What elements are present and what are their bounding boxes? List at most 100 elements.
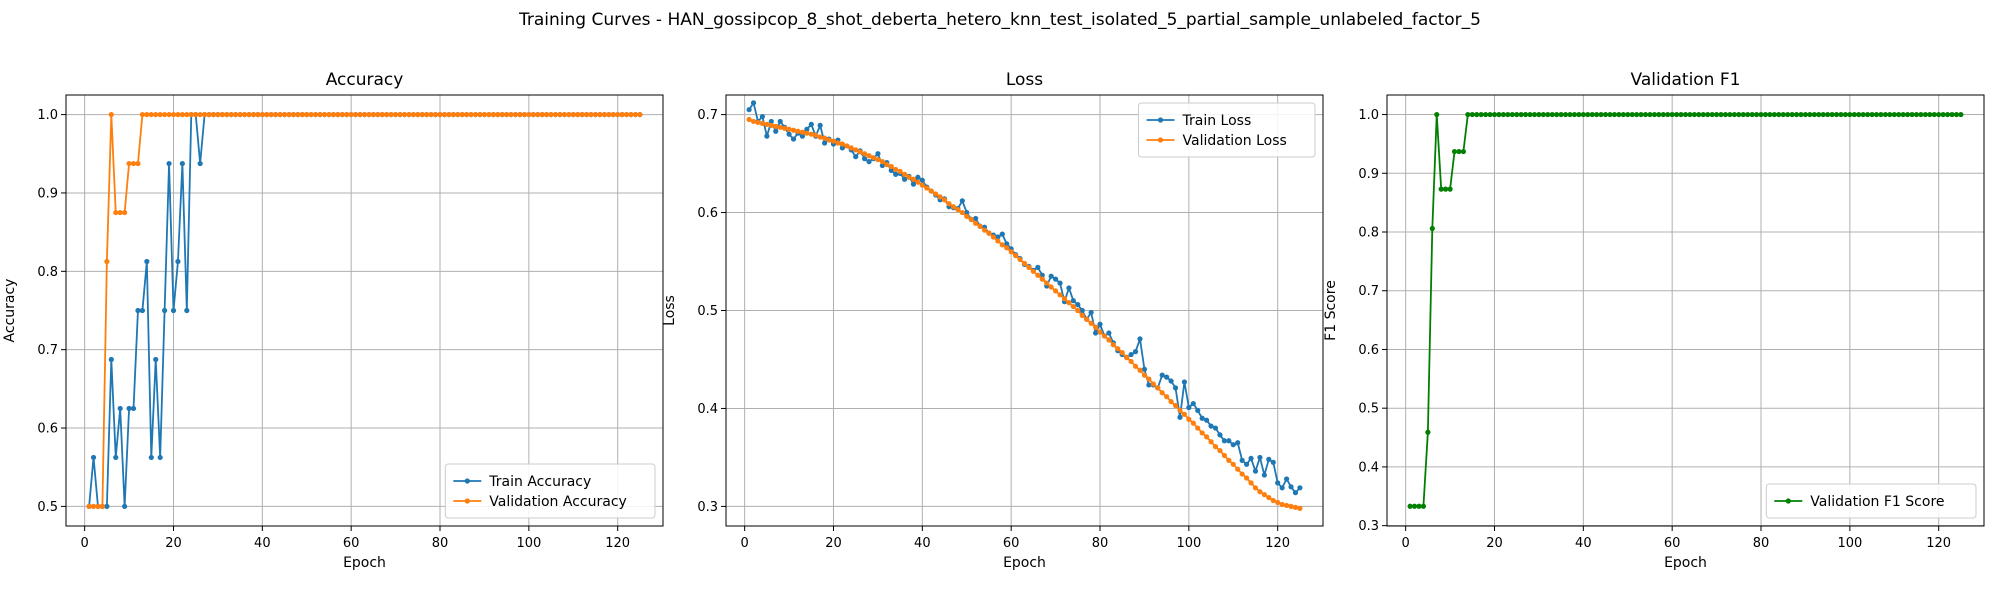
data-point — [790, 136, 797, 142]
data-point — [773, 123, 779, 129]
data-point — [290, 111, 297, 118]
data-point — [357, 111, 363, 118]
data-point — [215, 111, 221, 118]
data-point — [1891, 111, 1897, 118]
data-point — [628, 111, 634, 118]
data-point — [170, 111, 177, 118]
data-point — [1918, 111, 1924, 118]
data-point — [281, 111, 288, 118]
data-point — [822, 140, 828, 146]
data-point — [561, 111, 567, 118]
x-axis-label: Epoch — [343, 555, 386, 571]
data-point — [915, 174, 921, 180]
data-point — [1500, 111, 1506, 118]
data-point — [162, 307, 168, 314]
legend-swatch-marker — [1785, 498, 1791, 504]
data-point — [1212, 444, 1219, 450]
data-point — [1798, 111, 1804, 118]
data-point — [1004, 245, 1010, 251]
data-point — [406, 111, 412, 118]
data-point — [1008, 249, 1014, 255]
x-tick-label: 40 — [254, 536, 271, 551]
data-point — [130, 160, 137, 167]
data-point — [552, 111, 559, 118]
data-point — [822, 135, 828, 141]
data-point — [1753, 111, 1760, 118]
data-point — [799, 129, 806, 135]
data-point — [344, 111, 350, 118]
chart-title: Loss — [1006, 70, 1043, 90]
data-point — [108, 356, 114, 363]
data-point — [486, 111, 492, 118]
data-point — [153, 111, 159, 118]
data-point — [1226, 438, 1232, 444]
data-point — [746, 116, 752, 123]
data-point — [335, 111, 341, 118]
data-point — [255, 111, 261, 118]
data-point — [1865, 111, 1871, 118]
data-point — [1052, 288, 1059, 294]
data-point — [1208, 423, 1214, 429]
data-point — [1057, 280, 1063, 286]
data-point — [1900, 111, 1906, 118]
chart-panel-loss: 0 20 40 60 80 100 120 0.3 0.4 0.5 0.6 0.7 Loss Epoch L… — [662, 70, 1324, 571]
chart-title: Accuracy — [326, 70, 404, 90]
y-tick-label: 0.3 — [1358, 519, 1379, 534]
data-point — [750, 118, 757, 125]
data-point — [1066, 285, 1072, 291]
data-point — [1434, 111, 1440, 118]
data-point — [615, 111, 621, 118]
data-point — [184, 111, 190, 118]
data-point — [804, 126, 810, 132]
data-point — [861, 156, 868, 162]
data-point — [1762, 111, 1769, 118]
data-point — [1035, 264, 1041, 270]
data-point — [1571, 111, 1578, 118]
data-point — [959, 209, 965, 216]
data-point — [1070, 298, 1076, 304]
data-point — [759, 113, 766, 120]
data-point — [530, 111, 536, 118]
data-point — [1279, 501, 1285, 508]
data-point — [1713, 111, 1720, 118]
legend-swatch-marker — [1157, 117, 1164, 123]
data-point — [1190, 420, 1196, 426]
x-tick-label: 0 — [81, 536, 89, 551]
data-point — [910, 176, 917, 182]
data-point — [330, 111, 337, 118]
data-point — [144, 111, 150, 118]
data-point — [1469, 111, 1475, 118]
data-point — [844, 143, 850, 149]
data-point — [446, 111, 452, 118]
data-point — [1953, 111, 1960, 118]
data-point — [1518, 111, 1524, 118]
data-point — [1181, 379, 1188, 385]
data-point — [817, 122, 823, 128]
data-point — [1678, 111, 1684, 118]
data-point — [1035, 272, 1041, 278]
data-point — [981, 227, 988, 233]
data-point — [1235, 440, 1241, 446]
data-point — [755, 119, 761, 126]
x-tick-label: 60 — [343, 536, 360, 551]
data-point — [104, 503, 110, 510]
data-point — [517, 111, 523, 118]
data-point — [1856, 111, 1862, 118]
data-point — [1682, 111, 1689, 118]
data-point — [973, 220, 979, 226]
data-point — [1549, 111, 1555, 118]
data-point — [1172, 385, 1179, 391]
data-point — [348, 111, 354, 118]
data-point — [1239, 457, 1245, 463]
data-point — [632, 111, 639, 118]
legend: Train Accuracy Validation Accuracy — [444, 463, 656, 519]
legend-label: Validation F1 Score — [1810, 494, 1944, 510]
data-point — [250, 111, 257, 118]
legend-box — [1765, 483, 1977, 519]
data-point — [592, 111, 599, 118]
data-point — [495, 111, 501, 118]
data-point — [1190, 400, 1196, 407]
data-point — [1540, 111, 1546, 118]
data-point — [224, 111, 230, 118]
data-point — [144, 258, 150, 265]
